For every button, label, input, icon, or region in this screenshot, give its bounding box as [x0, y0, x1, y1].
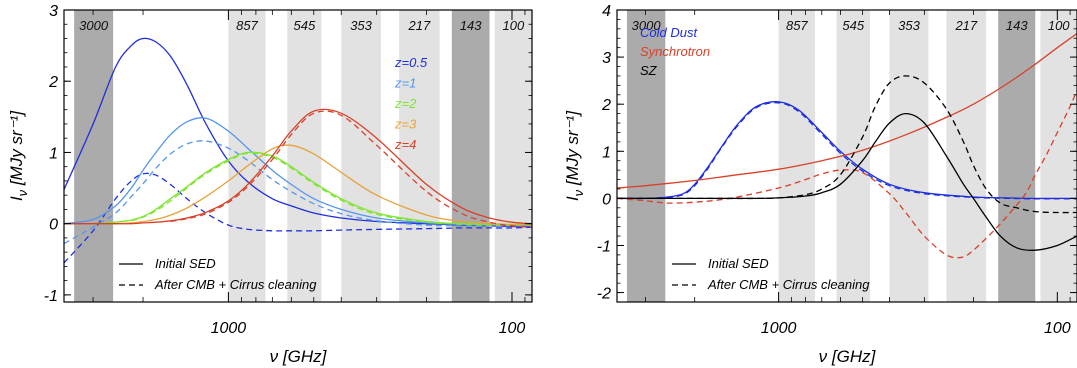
- legend-item: z=2: [394, 96, 417, 111]
- legend-solid-label: Initial SED: [155, 256, 216, 271]
- x-axis-label: ν [GHz]: [270, 347, 328, 366]
- x-axis-label: ν [GHz]: [819, 347, 877, 366]
- band-label-545: 545: [293, 18, 315, 33]
- y-tick-label: 4: [602, 3, 611, 20]
- legend-item: Synchrotron: [640, 44, 710, 59]
- y-tick-label: 1: [602, 144, 611, 161]
- y-tick-label: -2: [597, 286, 611, 303]
- series-1-dashed-line: [64, 172, 532, 264]
- band-143: [451, 10, 490, 302]
- band-label-353: 353: [350, 18, 372, 33]
- z-1-line: [64, 117, 532, 226]
- band-3000: [626, 10, 666, 302]
- legend-dashed-label: After CMB + Cirrus cleaning: [154, 277, 317, 292]
- band-353: [889, 10, 929, 302]
- x-tick-label: 100: [1044, 320, 1071, 337]
- band-143: [998, 10, 1036, 302]
- band-353: [341, 10, 381, 302]
- legend-solid-label: Initial SED: [708, 256, 769, 271]
- plot-frame: [616, 9, 1077, 303]
- panel-right: 3000 857 545 353 217 143 100 -2 -1 0 1 2 3 4 1000 100 ν …: [563, 3, 1077, 366]
- x-tick-label: 1000: [211, 320, 247, 337]
- band-857: [778, 10, 816, 302]
- series-5-dashed-line: [617, 75, 1077, 214]
- band-100: [1040, 10, 1077, 302]
- legend-item: z=3: [394, 117, 417, 132]
- y-tick-label: 2: [48, 74, 58, 91]
- band-545: [287, 10, 322, 302]
- y-tick-label: 0: [49, 217, 58, 234]
- legend-item: z=0.5: [394, 55, 428, 70]
- y-tick-label: 1: [49, 145, 58, 162]
- band-group: [626, 10, 1077, 302]
- y-tick-label: 0: [602, 191, 611, 208]
- y-tick-label: 3: [49, 3, 58, 20]
- band-label-857: 857: [786, 18, 808, 33]
- band-label-143: 143: [460, 18, 482, 33]
- sz-line: [617, 112, 1077, 251]
- panel-left: 3000 857 545 353 217 143 100 -1 0 1 2 3 1000 100 ν [GH…: [7, 3, 533, 366]
- band-217: [399, 10, 440, 302]
- legend-dashed-label: After CMB + Cirrus cleaning: [707, 277, 870, 292]
- legend-item: Cold Dust: [640, 25, 698, 40]
- band-label-217: 217: [408, 18, 431, 33]
- series-group: [64, 37, 532, 264]
- y-axis-label: Iν [MJy sr⁻¹]: [563, 110, 586, 201]
- band-label-3000: 3000: [632, 18, 662, 33]
- legend-item: z=4: [394, 137, 416, 152]
- z-4-line: [64, 108, 532, 225]
- synchrotron-line: [617, 32, 1077, 189]
- series-8-dashed-line: [170, 110, 532, 228]
- band-label-3000: 3000: [79, 18, 109, 33]
- y-tick-label: 3: [602, 50, 611, 67]
- y-tick-label: 2: [601, 97, 611, 114]
- series-group: [617, 32, 1077, 259]
- z-3-line: [64, 144, 532, 226]
- legend-item: SZ: [640, 63, 658, 78]
- band-3000: [74, 10, 114, 302]
- y-axis-label: Iν [MJy sr⁻¹]: [7, 110, 30, 201]
- band-label-545: 545: [842, 18, 864, 33]
- plot-frame: [63, 9, 533, 303]
- band-100: [494, 10, 532, 302]
- series-5-dashed-line: [131, 152, 532, 226]
- band-group: [74, 10, 532, 302]
- series-3-dashed-line: [617, 89, 1077, 259]
- legend-item: z=1: [394, 76, 416, 91]
- y-tick-label: -1: [44, 288, 58, 305]
- series-1-dashed-line: [617, 102, 1077, 200]
- band-label-217: 217: [954, 18, 977, 33]
- band-label-100: 100: [1048, 18, 1070, 33]
- y-tick-label: -1: [597, 238, 611, 255]
- band-label-100: 100: [503, 18, 525, 33]
- x-tick-label: 1000: [761, 320, 797, 337]
- band-label-857: 857: [236, 18, 258, 33]
- band-217: [946, 10, 987, 302]
- x-tick-label: 100: [499, 320, 526, 337]
- band-label-353: 353: [898, 18, 920, 33]
- band-label-143: 143: [1006, 18, 1028, 33]
